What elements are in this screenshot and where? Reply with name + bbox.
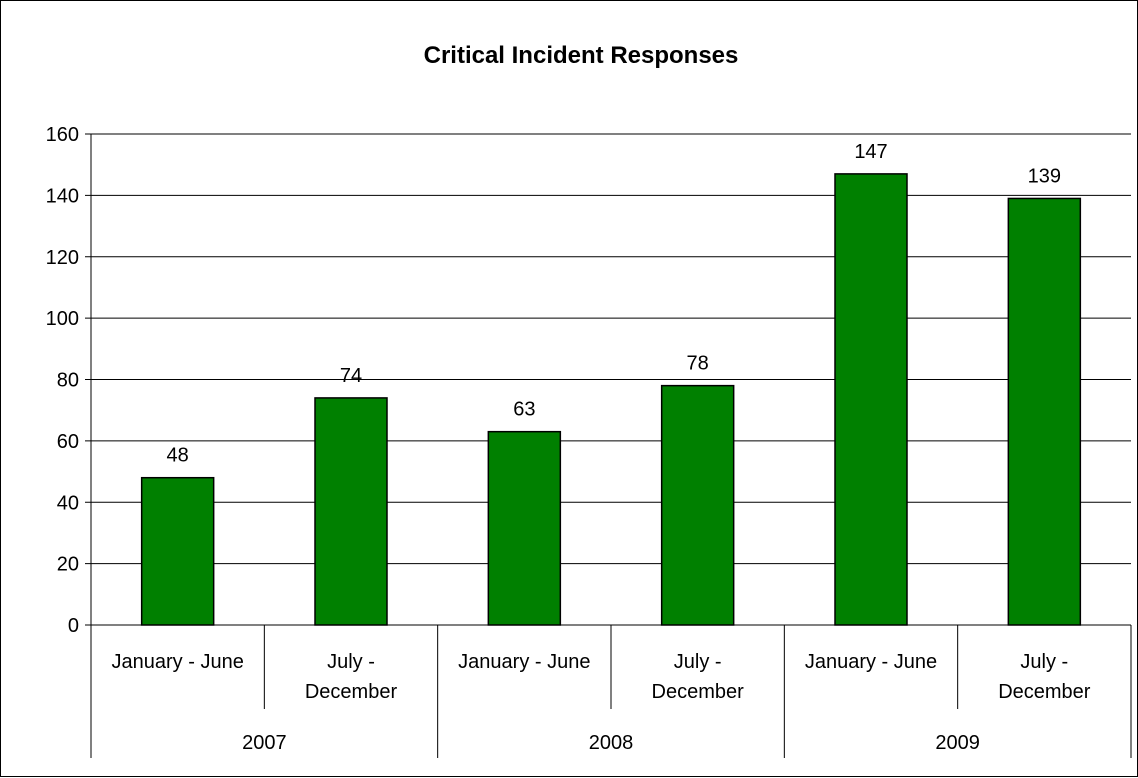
y-tick-label: 100 xyxy=(46,308,79,330)
x-category-label: July - xyxy=(674,651,722,673)
y-tick-label: 140 xyxy=(46,185,79,207)
bar xyxy=(834,173,908,626)
bar xyxy=(660,384,735,626)
data-label: 74 xyxy=(340,365,362,387)
y-tick-label: 120 xyxy=(46,247,79,269)
data-labels: 48 74 63 78 147 139 xyxy=(167,141,1061,467)
x-group-label: 2008 xyxy=(589,732,634,754)
data-label: 78 xyxy=(687,353,709,375)
data-label: 147 xyxy=(854,141,887,163)
y-tick-label: 160 xyxy=(46,124,79,146)
chart-title: Critical Incident Responses xyxy=(424,42,739,69)
y-tick-label: 40 xyxy=(57,492,79,514)
bar xyxy=(314,397,388,626)
x-category-label: July - xyxy=(1020,651,1068,673)
data-label: 48 xyxy=(167,445,189,467)
y-tick-label: 80 xyxy=(57,370,79,392)
x-category-label: January - June xyxy=(458,651,590,673)
x-category-label: January - June xyxy=(112,651,244,673)
y-tick-label: 20 xyxy=(57,554,79,576)
y-tick-label: 60 xyxy=(57,431,79,453)
grid-lines xyxy=(91,133,1131,565)
x-category-label: December xyxy=(998,681,1091,703)
x-category-label: December xyxy=(652,681,745,703)
x-axis-labels: January - June July - December January - Ju… xyxy=(90,625,1132,758)
x-category-label: January - June xyxy=(805,651,937,673)
x-group-label: 2009 xyxy=(935,732,980,754)
bar xyxy=(140,476,215,626)
x-category-label: December xyxy=(305,681,398,703)
x-group-label: 2007 xyxy=(242,732,287,754)
y-tick-label: 0 xyxy=(68,615,79,637)
bar xyxy=(1007,197,1082,626)
x-category-label: July - xyxy=(327,651,375,673)
data-label: 139 xyxy=(1028,165,1061,187)
bar xyxy=(487,430,562,626)
data-label: 63 xyxy=(513,399,535,421)
bars xyxy=(140,173,1082,626)
